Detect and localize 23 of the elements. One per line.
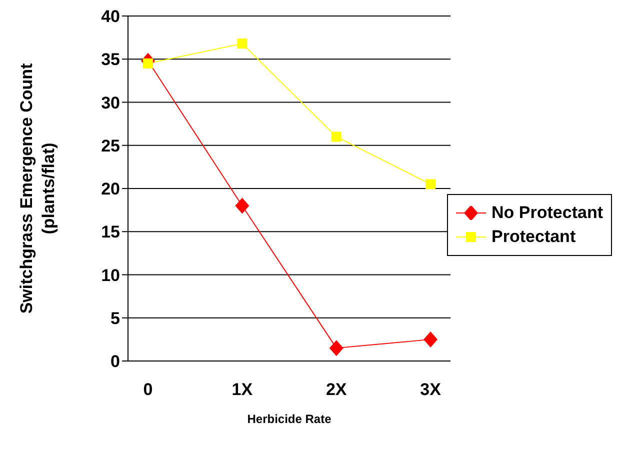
point bbox=[235, 198, 250, 214]
y-tick-label: 25 bbox=[101, 136, 120, 156]
y-tick-label: 35 bbox=[101, 50, 120, 70]
point bbox=[426, 179, 436, 190]
legend-label: Protectant bbox=[490, 226, 577, 246]
y-tick-label: 0 bbox=[110, 352, 120, 372]
y-tick-label: 20 bbox=[101, 180, 120, 199]
legend-label: No Protectant bbox=[490, 202, 603, 222]
x-tick-label: 2X bbox=[326, 380, 348, 400]
y-tick-label: 10 bbox=[101, 266, 120, 285]
point bbox=[329, 340, 344, 356]
x-tick-label: 1X bbox=[232, 380, 254, 400]
y-tick-label: 40 bbox=[101, 7, 120, 26]
y-tick-label: 5 bbox=[110, 308, 120, 328]
point bbox=[331, 132, 342, 142]
y-tick-label: 30 bbox=[101, 93, 120, 112]
y-axis-title: Switchgrass Emergence Count (plants/flat) bbox=[17, 62, 58, 314]
x-axis-title: Herbicide Rate bbox=[247, 412, 332, 426]
x-tick-label: 3X bbox=[420, 380, 442, 400]
point bbox=[424, 331, 438, 348]
point bbox=[237, 38, 248, 49]
y-tick-label: 15 bbox=[101, 222, 120, 242]
x-tick-label: 0 bbox=[143, 380, 153, 400]
